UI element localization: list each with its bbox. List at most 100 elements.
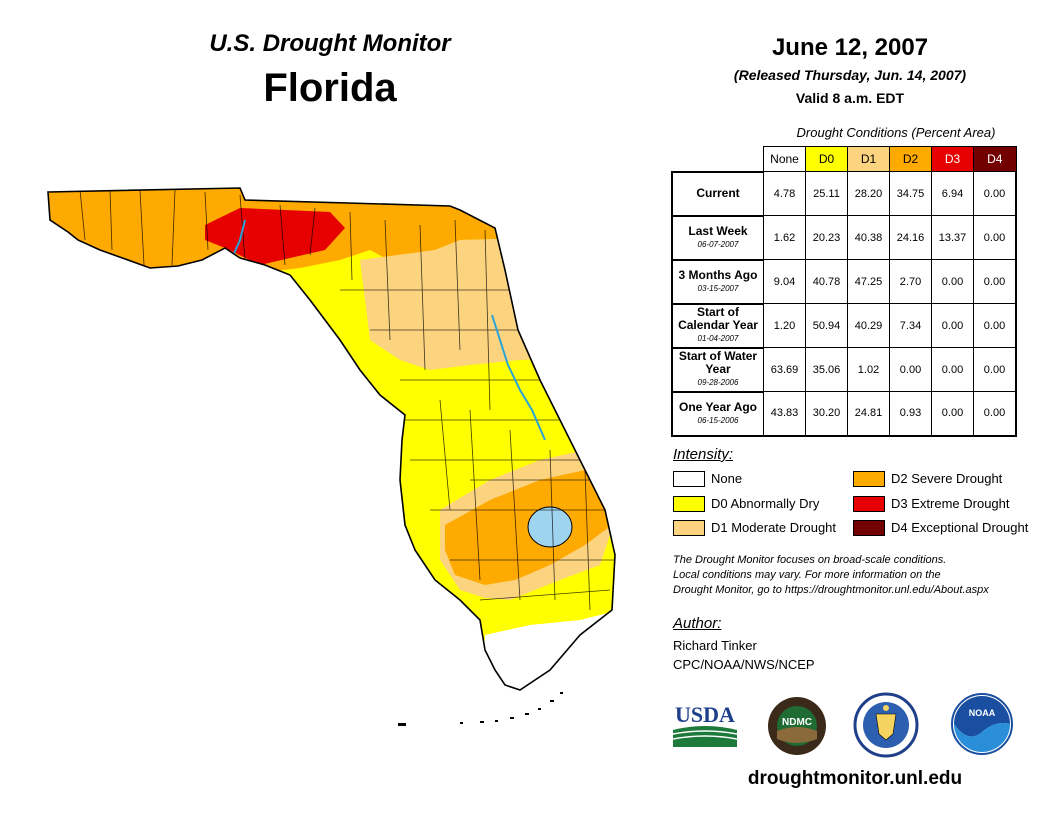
row-label: Last Week 06-07-2007 <box>671 214 764 260</box>
table-row: Current 4.78 25.11 28.20 34.75 6.94 0.00 <box>671 170 1017 216</box>
noaa-logo-text: NOAA <box>969 708 996 718</box>
table-cell: 25.11 <box>805 171 848 216</box>
row-date: 09-28-2006 <box>697 378 739 387</box>
legend-swatch <box>673 471 705 487</box>
row-label: 3 Months Ago 03-15-2007 <box>671 258 764 304</box>
row-label: Current <box>671 170 764 216</box>
table-row: Last Week 06-07-2007 1.62 20.23 40.38 24.… <box>671 214 1017 260</box>
row-label-text: Start of Calendar Year <box>678 305 758 332</box>
col-header-none: None <box>763 146 806 172</box>
legend-swatch <box>853 520 885 536</box>
table-cell: 0.00 <box>931 391 974 437</box>
release-date: (Released Thursday, Jun. 14, 2007) <box>733 67 967 83</box>
commerce-seal-logo <box>853 692 919 758</box>
county-lines <box>79 189 615 611</box>
legend-label: D2 Severe Drought <box>891 471 1003 486</box>
table-cell: 0.93 <box>889 391 932 437</box>
table-cell: 4.78 <box>763 171 806 216</box>
table-cell: 24.81 <box>847 391 890 437</box>
d3-area <box>205 208 345 265</box>
map-date: June 12, 2007 <box>771 34 929 61</box>
table-cell: 0.00 <box>889 347 932 392</box>
noaa-logo: NOAA <box>951 693 1013 755</box>
row-date: 01-04-2007 <box>697 334 739 343</box>
table-row: One Year Ago 06-15-2006 43.83 30.20 24.81… <box>671 390 1017 437</box>
monitor-title: U.S. Drought Monitor <box>209 30 451 57</box>
usda-logo-text: USDA <box>675 702 735 727</box>
author-org: CPC/NOAA/NWS/NCEP <box>673 657 815 672</box>
table-cell: 2.70 <box>889 259 932 304</box>
row-label: Start of Calendar Year 01-04-2007 <box>671 302 764 348</box>
row-label: Start of Water Year 09-28-2006 <box>671 346 764 392</box>
legend-title: Intensity: <box>673 446 734 463</box>
col-header-d3: D3 <box>931 146 974 172</box>
table-cell: 24.16 <box>889 215 932 260</box>
table-row: Start of Water Year 09-28-2006 63.69 35.0… <box>671 346 1017 392</box>
table-cell: 1.20 <box>763 303 806 348</box>
ndmc-logo: NDMC <box>768 697 826 755</box>
d1-area-north <box>360 235 615 370</box>
legend-swatch <box>673 496 705 512</box>
table-caption: Drought Conditions (Percent Area) <box>796 125 996 140</box>
table-cell: 0.00 <box>973 347 1017 392</box>
note-line: The Drought Monitor focuses on broad-sca… <box>673 554 947 566</box>
legend-swatch <box>673 520 705 536</box>
table-header-row: None D0 D1 D2 D3 D4 <box>672 146 1017 172</box>
table-cell: 0.00 <box>973 259 1017 304</box>
table-cell: 20.23 <box>805 215 848 260</box>
legend-swatch <box>853 496 885 512</box>
col-header-d1: D1 <box>847 146 890 172</box>
lake-okeechobee <box>527 506 573 548</box>
row-date: 03-15-2007 <box>697 283 739 293</box>
row-label: One Year Ago 06-15-2006 <box>671 390 764 437</box>
table-cell: 0.00 <box>973 215 1017 260</box>
row-label-text: Start of Water Year <box>678 349 758 376</box>
author-title: Author: <box>673 615 722 632</box>
table-cell: 43.83 <box>763 391 806 437</box>
row-date: 06-15-2006 <box>697 415 739 425</box>
row-label-text: Current <box>696 186 740 200</box>
footer-url[interactable]: droughtmonitor.unl.edu <box>747 768 963 789</box>
state-title: Florida <box>263 66 397 110</box>
table-cell: 35.06 <box>805 347 848 392</box>
legend-label: None <box>711 471 743 486</box>
legend-label: D4 Exceptional Drought <box>891 520 1029 535</box>
legend-label: D0 Abnormally Dry <box>711 496 820 511</box>
drought-stats-table: None D0 D1 D2 D3 D4 Current 4.78 25.11 2… <box>671 146 1017 437</box>
table-cell: 40.29 <box>847 303 890 348</box>
row-label-text: One Year Ago <box>678 399 758 414</box>
col-header-d0: D0 <box>805 146 848 172</box>
table-cell: 0.00 <box>931 303 974 348</box>
table-cell: 1.02 <box>847 347 890 392</box>
row-label-text: Last Week <box>688 223 748 238</box>
florida-drought-map <box>47 187 616 726</box>
col-header-d2: D2 <box>889 146 932 172</box>
author-name: Richard Tinker <box>673 638 757 653</box>
table-cell: 7.34 <box>889 303 932 348</box>
valid-time: Valid 8 a.m. EDT <box>795 90 905 106</box>
table-row: 3 Months Ago 03-15-2007 9.04 40.78 47.25 … <box>671 258 1017 304</box>
row-label-text: 3 Months Ago <box>678 267 758 282</box>
note-line: Local conditions may vary. For more info… <box>673 569 941 581</box>
table-cell: 13.37 <box>931 215 974 260</box>
table-cell: 63.69 <box>763 347 806 392</box>
usda-logo: USDA <box>672 702 738 747</box>
table-cell: 1.62 <box>763 215 806 260</box>
table-corner <box>672 147 764 172</box>
table-cell: 34.75 <box>889 171 932 216</box>
table-cell: 0.00 <box>973 303 1017 348</box>
table-row: Start of Calendar Year 01-04-2007 1.20 50… <box>671 302 1017 348</box>
row-date: 06-07-2007 <box>697 239 739 249</box>
table-cell: 40.38 <box>847 215 890 260</box>
disclaimer-note: The Drought Monitor focuses on broad-sca… <box>673 553 1043 598</box>
table-cell: 6.94 <box>931 171 974 216</box>
legend-label: D3 Extreme Drought <box>891 496 1010 511</box>
table-cell: 9.04 <box>763 259 806 304</box>
col-header-d4: D4 <box>973 146 1017 172</box>
legend-label: D1 Moderate Drought <box>711 520 837 535</box>
ndmc-logo-text: NDMC <box>782 717 812 728</box>
note-line: Drought Monitor, go to https://droughtmo… <box>673 584 989 596</box>
legend-swatch <box>853 471 885 487</box>
table-cell: 0.00 <box>931 259 974 304</box>
table-cell: 28.20 <box>847 171 890 216</box>
